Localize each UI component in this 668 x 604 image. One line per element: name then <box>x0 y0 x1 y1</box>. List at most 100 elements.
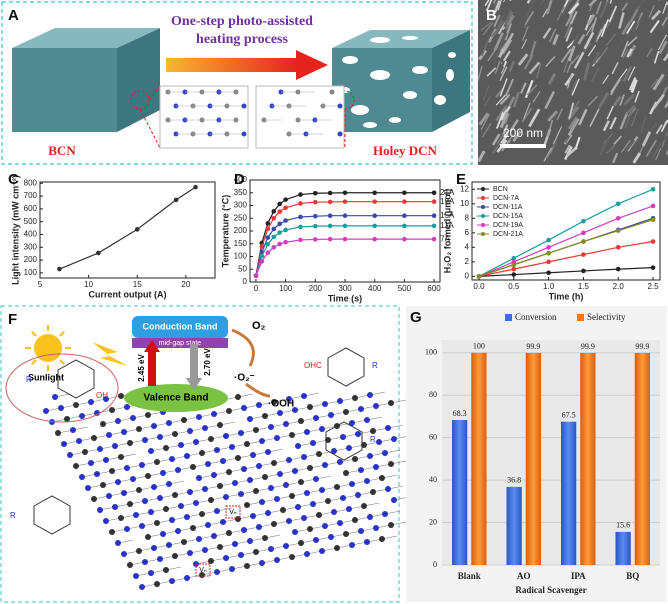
panel-f-part <box>34 334 62 362</box>
atom <box>184 453 190 459</box>
atom <box>151 545 157 551</box>
atom <box>82 449 88 455</box>
atom <box>298 418 304 424</box>
atom <box>79 413 85 419</box>
atom <box>343 470 349 476</box>
marker <box>546 237 551 243</box>
x-tick-label: 5 <box>38 280 43 289</box>
panel-f-part <box>186 378 202 390</box>
panel-f-part <box>132 338 228 348</box>
legend-label: 21A <box>440 188 455 197</box>
fiber <box>599 138 610 156</box>
atom <box>148 570 154 576</box>
fiber <box>493 32 505 51</box>
legend-swatch <box>481 187 485 191</box>
fiber <box>512 130 522 143</box>
x-axis-label: Time (s) <box>328 293 362 303</box>
fiber <box>625 104 636 116</box>
bar <box>615 531 631 565</box>
fiber <box>662 1 668 14</box>
atom <box>169 456 175 462</box>
atom <box>163 506 169 512</box>
atom <box>73 402 79 408</box>
atom <box>55 430 61 436</box>
fiber <box>546 119 554 138</box>
fiber <box>496 133 505 145</box>
panel-a: A One-step photo-assisted heating proces… <box>1 1 473 165</box>
midgap-text: mid-gap state <box>159 340 202 347</box>
panel-b-part <box>500 144 546 148</box>
label-bcn: BCN <box>48 143 76 158</box>
atom <box>238 491 244 497</box>
atom <box>247 538 253 544</box>
atom <box>319 426 325 432</box>
fiber <box>568 102 575 119</box>
marker <box>298 192 303 197</box>
fiber <box>509 119 519 132</box>
atom <box>274 496 280 502</box>
atom <box>343 409 349 415</box>
fiber <box>567 45 576 62</box>
atom <box>313 537 319 543</box>
fiber <box>506 134 514 144</box>
panel-f-part <box>0 305 400 603</box>
atom <box>286 396 292 402</box>
marker <box>298 237 303 243</box>
marker <box>342 223 348 229</box>
atom <box>112 504 118 510</box>
r-text: R <box>10 511 16 520</box>
marker <box>431 190 437 196</box>
fiber <box>626 48 633 58</box>
marker <box>259 259 265 264</box>
pore <box>446 69 454 81</box>
fiber <box>545 56 556 68</box>
marker <box>283 218 288 223</box>
marker <box>298 201 303 206</box>
atom <box>103 396 109 402</box>
atom <box>304 490 310 496</box>
fiber <box>494 0 501 13</box>
atom <box>229 444 235 450</box>
fiber <box>645 139 657 157</box>
atom <box>289 432 295 438</box>
superoxide-text: ·O₂⁻ <box>234 373 255 384</box>
atom <box>130 476 136 482</box>
panel-f-part <box>190 344 198 380</box>
fiber <box>652 93 665 109</box>
fiber <box>630 79 638 93</box>
fiber <box>609 116 617 130</box>
atom <box>214 447 220 453</box>
atom <box>127 501 133 507</box>
atom <box>94 410 100 416</box>
atom <box>340 434 346 440</box>
x-tick-label: 1.0 <box>543 282 555 291</box>
x-tick-label: 0 <box>254 284 259 293</box>
atom <box>130 415 136 421</box>
fiber <box>608 5 618 23</box>
marker <box>313 223 318 229</box>
marker <box>372 190 377 196</box>
atom <box>373 403 379 409</box>
fiber <box>523 54 534 70</box>
bar <box>580 352 596 565</box>
atom <box>244 563 250 569</box>
panel-a-part <box>12 28 160 48</box>
atom <box>373 464 379 470</box>
atom <box>145 473 151 479</box>
fiber <box>597 46 609 62</box>
atom <box>115 540 121 546</box>
fiber <box>556 6 566 21</box>
atom <box>85 485 91 491</box>
fiber <box>496 0 501 4</box>
atom <box>322 462 328 468</box>
fiber <box>630 108 639 127</box>
fiber <box>585 136 593 151</box>
process-text: One-step photo-assisted <box>171 14 313 29</box>
atom <box>292 529 298 535</box>
marker <box>511 255 517 261</box>
atom <box>238 552 244 558</box>
x-tick-label: 2.0 <box>613 282 625 291</box>
fiber <box>627 66 636 81</box>
atom <box>205 461 211 467</box>
atom <box>247 477 253 483</box>
